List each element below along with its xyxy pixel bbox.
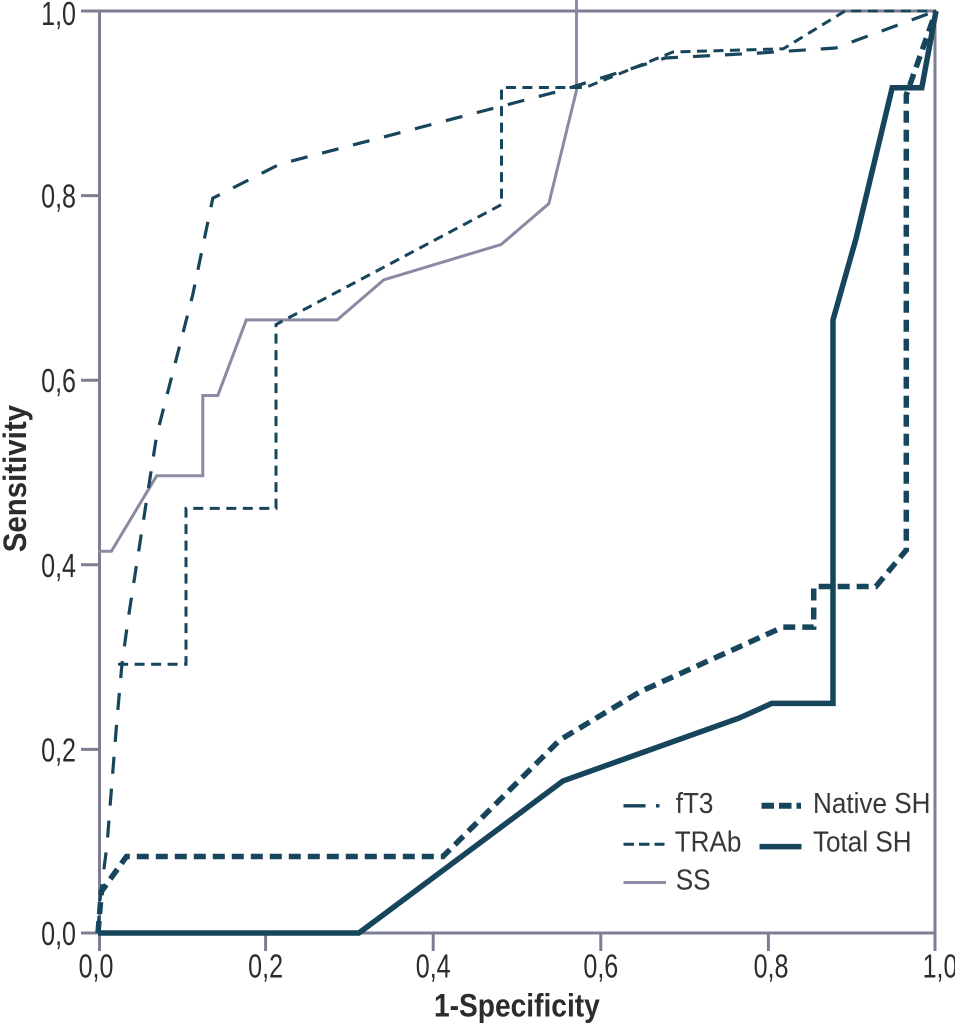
svg-text:Native SH: Native SH (813, 787, 930, 820)
svg-text:0,6: 0,6 (41, 363, 76, 400)
svg-text:0,0: 0,0 (41, 916, 76, 953)
svg-text:SS: SS (676, 863, 711, 896)
svg-text:fT3: fT3 (676, 787, 714, 820)
svg-text:1-Specificity: 1-Specificity (434, 989, 600, 1024)
svg-text:0,4: 0,4 (41, 548, 76, 585)
svg-text:0,4: 0,4 (416, 948, 451, 985)
svg-text:0,0: 0,0 (79, 948, 114, 985)
svg-text:0,8: 0,8 (41, 178, 76, 215)
svg-text:1,0: 1,0 (923, 948, 955, 985)
svg-text:Total SH: Total SH (813, 825, 912, 858)
svg-text:0,6: 0,6 (583, 948, 618, 985)
svg-text:0,2: 0,2 (41, 732, 76, 769)
svg-text:TRAb: TRAb (675, 825, 742, 858)
svg-text:0,2: 0,2 (248, 948, 283, 985)
svg-text:1,0: 1,0 (41, 0, 76, 33)
svg-text:Sensitivity: Sensitivity (0, 405, 33, 552)
svg-text:0,8: 0,8 (754, 948, 789, 985)
